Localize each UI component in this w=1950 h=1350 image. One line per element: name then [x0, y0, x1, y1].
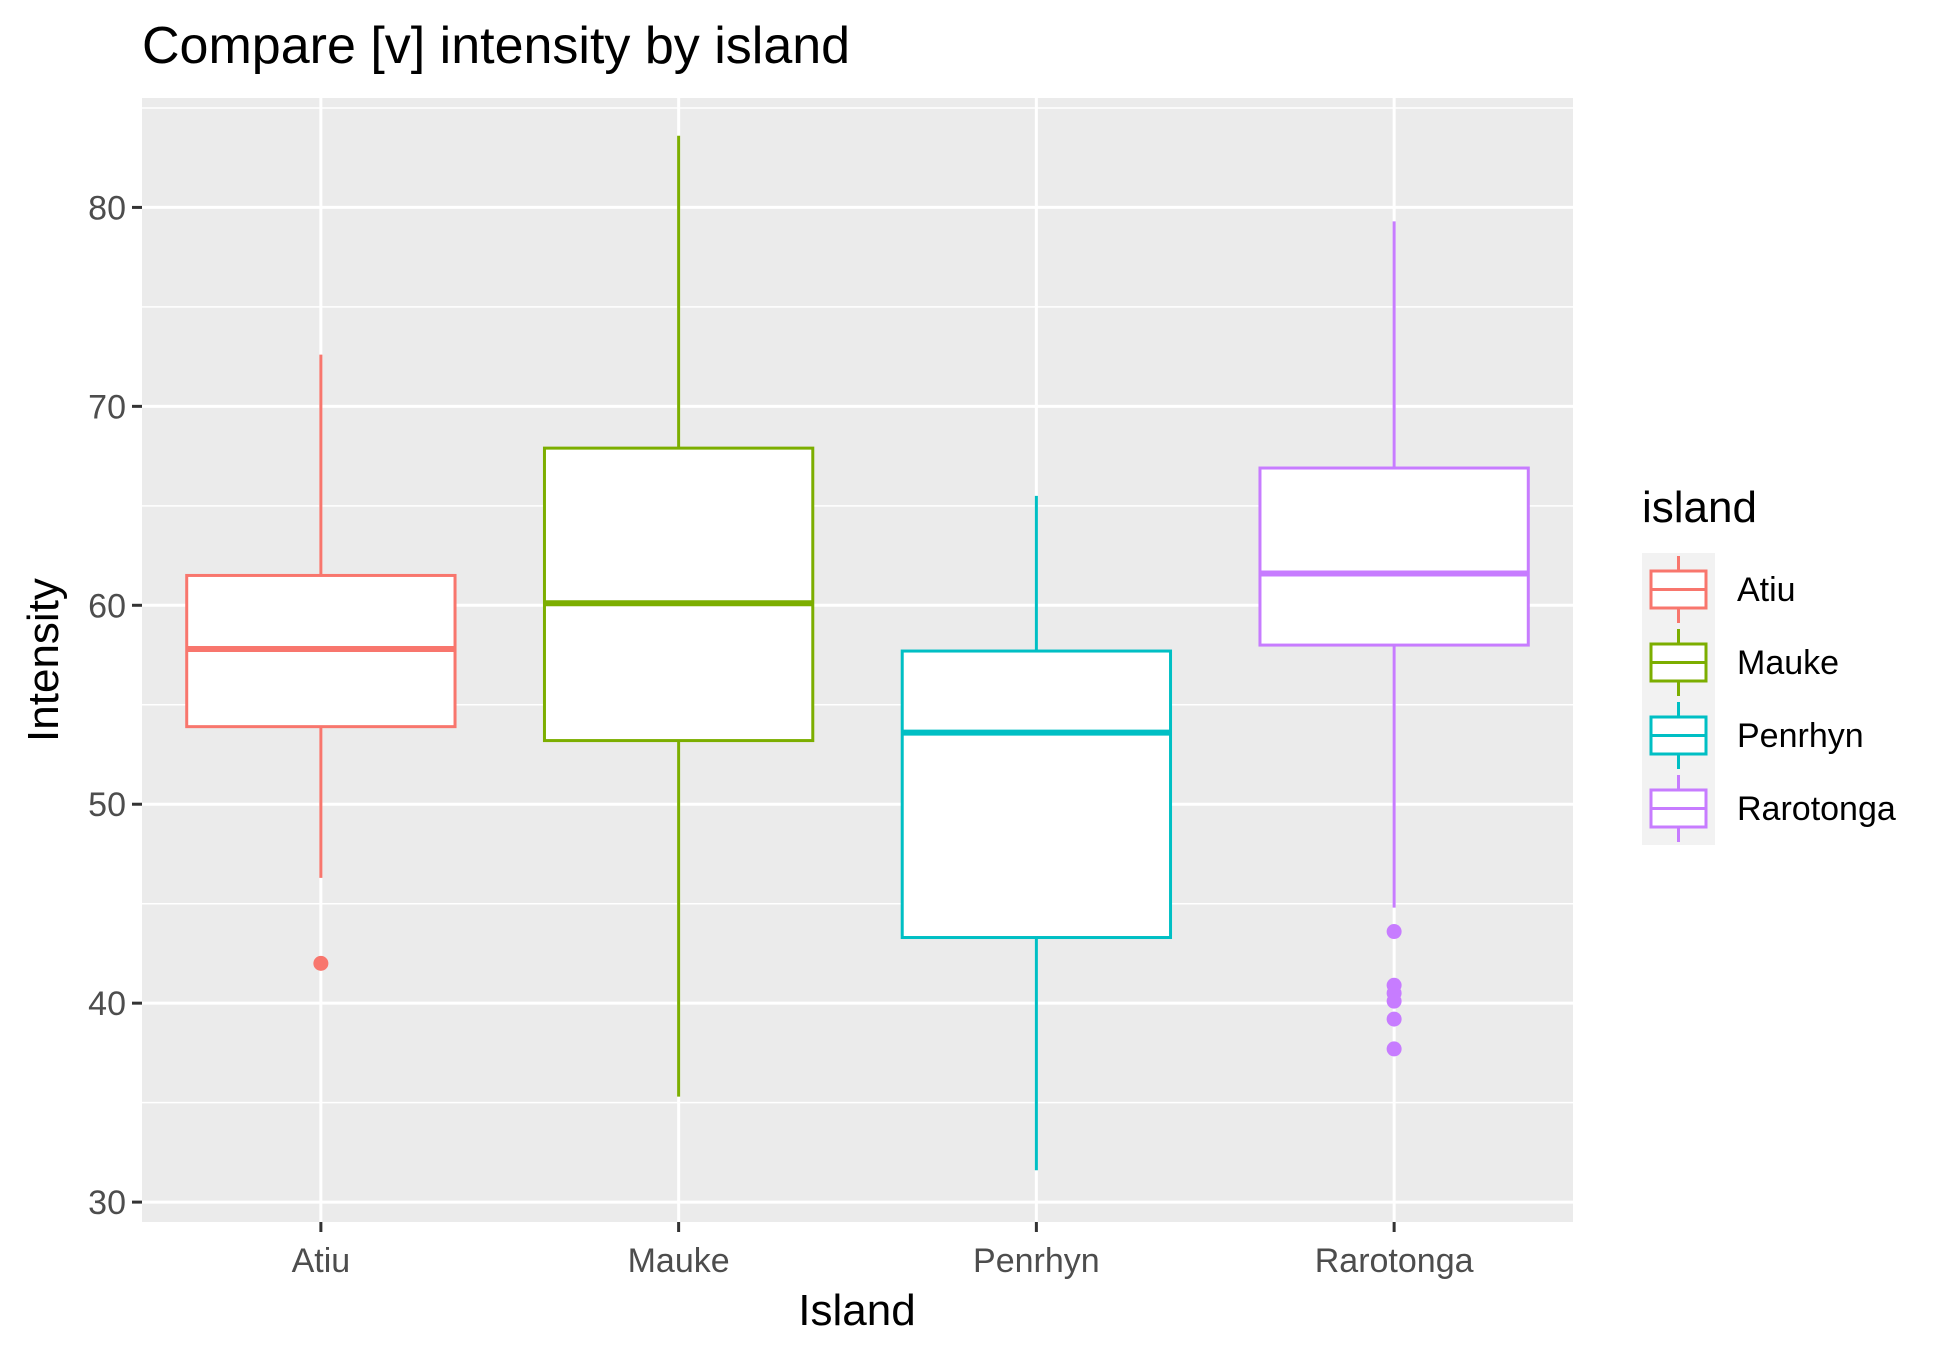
chart-title: Compare [v] intensity by island: [142, 17, 850, 75]
iqr-box: [542, 446, 815, 743]
boxes-layer: [185, 135, 1530, 1171]
legend-key-mauke: [1642, 626, 1715, 699]
y-tick-label: 70: [88, 388, 126, 426]
x-tick-label: Rarotonga: [1315, 1242, 1474, 1280]
legend-label: Rarotonga: [1737, 790, 1896, 828]
legend-key-rarotonga: [1642, 772, 1715, 845]
y-tick-label: 30: [88, 1184, 126, 1222]
outlier-point: [1386, 993, 1402, 1009]
iqr-box: [900, 649, 1173, 940]
legend-label: Atiu: [1737, 571, 1796, 609]
box-rarotonga: [1258, 221, 1530, 1057]
outlier-point: [313, 955, 329, 971]
box-atiu: [185, 354, 457, 971]
x-tick-label: Penrhyn: [973, 1242, 1100, 1280]
outlier-point: [1386, 924, 1402, 940]
box-mauke: [542, 135, 815, 1097]
y-tick-label: 50: [88, 786, 126, 824]
y-tick-label: 40: [88, 985, 126, 1023]
legend-label: Penrhyn: [1737, 717, 1864, 755]
y-tick-label: 80: [88, 189, 126, 227]
x-axis: Atiu Mauke Penrhyn Rarotonga: [292, 1222, 1474, 1280]
iqr-box: [1258, 466, 1530, 647]
legend-title: island: [1642, 483, 1757, 532]
legend: island Atiu Mauke Penrhyn Rarotonga: [1642, 483, 1896, 845]
x-tick-label: Mauke: [628, 1242, 730, 1280]
legend-key-atiu: [1642, 553, 1715, 626]
outlier-point: [1386, 1011, 1402, 1027]
box-penrhyn: [900, 495, 1173, 1171]
x-tick-label: Atiu: [292, 1242, 351, 1280]
y-axis: 30 40 50 60 70 80: [88, 189, 142, 1222]
x-axis-title: Island: [798, 1286, 915, 1335]
legend-label: Mauke: [1737, 644, 1839, 682]
legend-key-penrhyn: [1642, 699, 1715, 772]
y-tick-label: 60: [88, 587, 126, 625]
outlier-point: [1386, 1041, 1402, 1057]
y-axis-title: Intensity: [19, 578, 68, 742]
